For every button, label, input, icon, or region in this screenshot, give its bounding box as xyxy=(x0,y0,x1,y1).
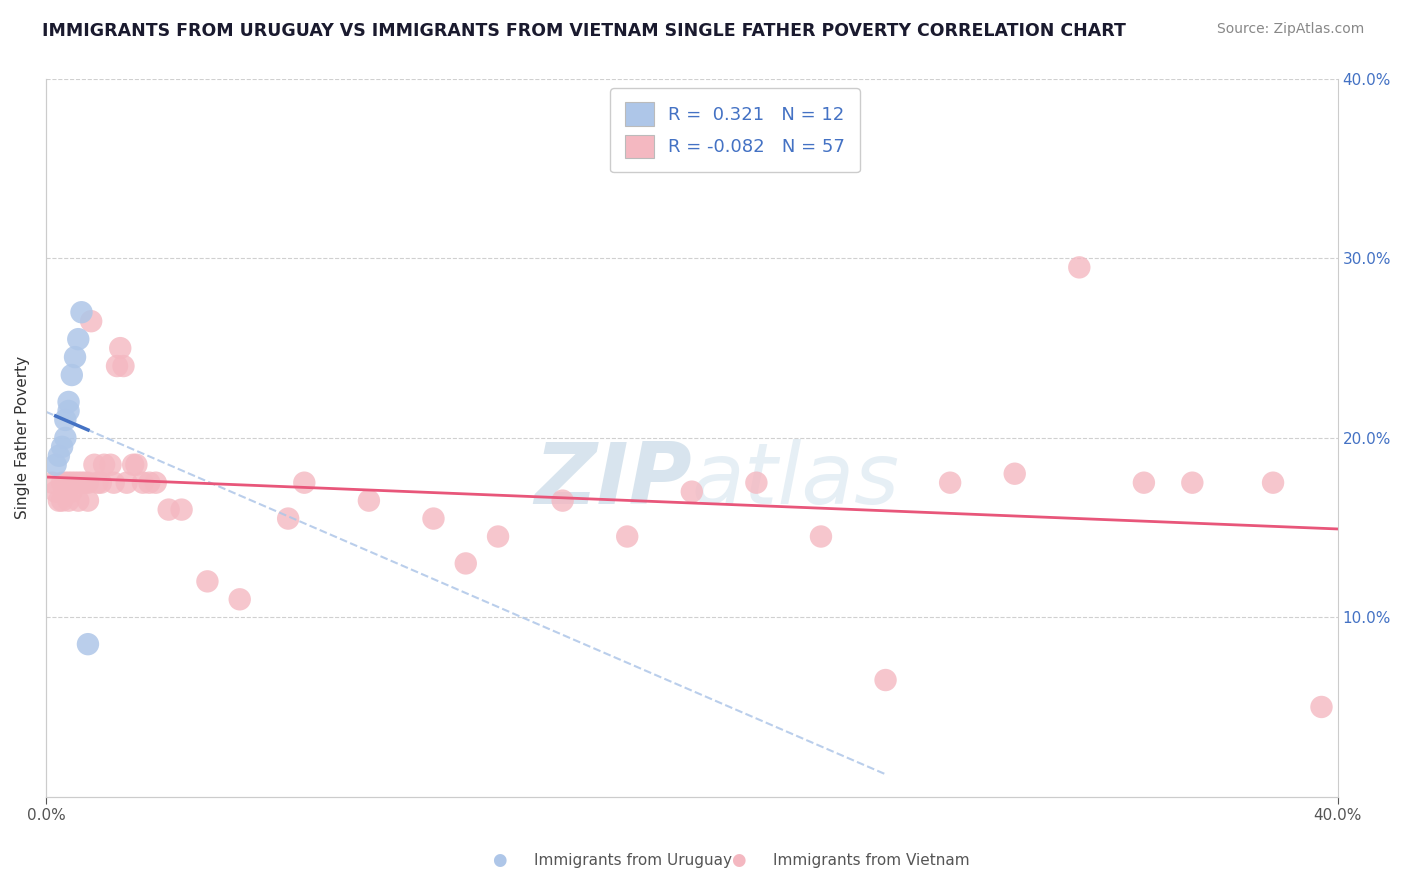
Point xyxy=(1133,475,1156,490)
Point xyxy=(357,493,380,508)
Point xyxy=(70,475,93,490)
Point xyxy=(170,502,193,516)
Point xyxy=(67,493,90,508)
Point xyxy=(122,458,145,472)
Text: Immigrants from Uruguay: Immigrants from Uruguay xyxy=(534,854,733,868)
Point xyxy=(63,475,86,490)
Point xyxy=(60,484,83,499)
Point xyxy=(454,557,477,571)
Point xyxy=(1310,700,1333,714)
Point xyxy=(277,511,299,525)
Point xyxy=(292,475,315,490)
Text: Source: ZipAtlas.com: Source: ZipAtlas.com xyxy=(1216,22,1364,37)
Point xyxy=(53,484,76,499)
Point xyxy=(138,475,160,490)
Point xyxy=(83,458,105,472)
Point xyxy=(93,458,115,472)
Point xyxy=(745,475,768,490)
Point xyxy=(51,440,73,454)
Point xyxy=(422,511,444,525)
Text: ZIP: ZIP xyxy=(534,440,692,523)
Point xyxy=(58,475,80,490)
Point xyxy=(53,413,76,427)
Point xyxy=(145,475,167,490)
Point xyxy=(51,493,73,508)
Point xyxy=(58,493,80,508)
Y-axis label: Single Father Poverty: Single Father Poverty xyxy=(15,356,30,519)
Point xyxy=(1004,467,1026,481)
Point xyxy=(105,359,128,373)
Point xyxy=(53,475,76,490)
Point xyxy=(45,458,67,472)
Point xyxy=(228,592,250,607)
Point xyxy=(53,431,76,445)
Point xyxy=(77,475,100,490)
Point xyxy=(1181,475,1204,490)
Point xyxy=(1261,475,1284,490)
Point xyxy=(157,502,180,516)
Point xyxy=(125,458,148,472)
Point xyxy=(58,395,80,409)
Point xyxy=(1069,260,1091,275)
Point xyxy=(48,449,70,463)
Point xyxy=(63,350,86,364)
Point xyxy=(486,529,509,543)
Point xyxy=(86,475,108,490)
Point xyxy=(60,368,83,382)
Point xyxy=(115,475,138,490)
Point xyxy=(77,493,100,508)
Point xyxy=(80,314,103,328)
Point xyxy=(551,493,574,508)
Point xyxy=(939,475,962,490)
Point xyxy=(70,305,93,319)
Point xyxy=(112,359,135,373)
Point xyxy=(810,529,832,543)
Point xyxy=(58,404,80,418)
Point xyxy=(197,574,219,589)
Text: ●: ● xyxy=(731,851,745,869)
Point xyxy=(875,673,897,687)
Point xyxy=(616,529,638,543)
Point xyxy=(103,475,125,490)
Legend: R =  0.321   N = 12, R = -0.082   N = 57: R = 0.321 N = 12, R = -0.082 N = 57 xyxy=(610,88,859,172)
Point xyxy=(681,484,703,499)
Point xyxy=(67,332,90,346)
Point xyxy=(100,458,122,472)
Text: IMMIGRANTS FROM URUGUAY VS IMMIGRANTS FROM VIETNAM SINGLE FATHER POVERTY CORRELA: IMMIGRANTS FROM URUGUAY VS IMMIGRANTS FR… xyxy=(42,22,1126,40)
Text: ●: ● xyxy=(492,851,506,869)
Point xyxy=(45,484,67,499)
Point xyxy=(67,475,90,490)
Point xyxy=(41,475,63,490)
Text: atlas: atlas xyxy=(692,440,900,523)
Point xyxy=(90,475,112,490)
Point xyxy=(51,475,73,490)
Point xyxy=(110,341,132,355)
Point xyxy=(73,475,96,490)
Point xyxy=(48,493,70,508)
Text: Immigrants from Vietnam: Immigrants from Vietnam xyxy=(773,854,970,868)
Point xyxy=(77,637,100,651)
Point xyxy=(60,475,83,490)
Point xyxy=(132,475,155,490)
